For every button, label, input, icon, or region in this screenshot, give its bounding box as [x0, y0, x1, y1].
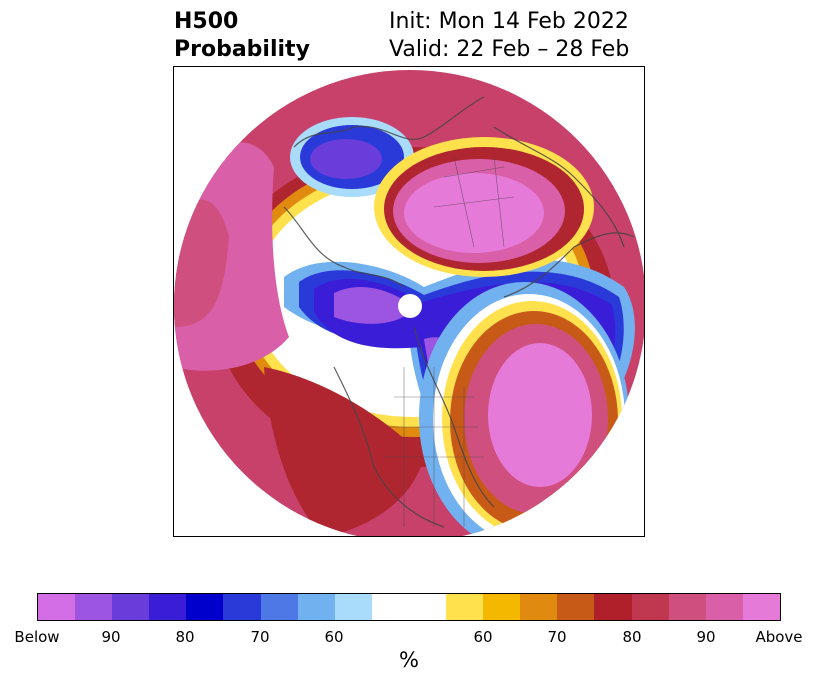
product-label: Probability — [174, 37, 310, 62]
colorbar-unit-label: % — [399, 648, 419, 672]
colorbar-swatch — [483, 594, 521, 620]
colorbar-tick-label: 80 — [175, 628, 195, 646]
colorbar-swatch — [631, 594, 669, 620]
colorbar-swatch — [742, 594, 780, 620]
colorbar-swatch — [334, 594, 372, 620]
colorbar-swatch — [668, 594, 706, 620]
map-panel — [173, 66, 645, 537]
colorbar-swatch — [149, 594, 187, 620]
colorbar-tick-label: Above — [755, 628, 803, 646]
colorbar-swatch — [446, 594, 484, 620]
colorbar — [37, 593, 781, 621]
colorbar-tick-label: 70 — [250, 628, 270, 646]
colorbar-swatch — [594, 594, 632, 620]
colorbar-tick-label: 90 — [696, 628, 716, 646]
colorbar-swatch — [112, 594, 150, 620]
colorbar-swatch — [557, 594, 595, 620]
colorbar-swatch — [186, 594, 224, 620]
chart-title-left: H500 Probability — [174, 8, 310, 64]
colorbar-swatch — [705, 594, 743, 620]
colorbar-swatch — [38, 594, 76, 620]
variable-label: H500 — [174, 9, 239, 34]
colorbar-swatch — [223, 594, 261, 620]
colorbar-tick-label: Below — [14, 628, 60, 646]
probability-map — [174, 70, 644, 536]
init-label: Init: Mon 14 Feb 2022 — [389, 9, 629, 34]
colorbar-swatch — [260, 594, 298, 620]
colorbar-swatch — [520, 594, 558, 620]
colorbar-swatch-neutral — [371, 594, 447, 620]
colorbar-tick-label: 70 — [547, 628, 567, 646]
colorbar-swatch — [297, 594, 335, 620]
chart-title-right: Init: Mon 14 Feb 2022 Valid: 22 Feb – 28… — [389, 8, 629, 64]
colorbar-swatch — [75, 594, 113, 620]
colorbar-tick-label: 90 — [101, 628, 121, 646]
colorbar-tick-label: 60 — [324, 628, 344, 646]
colorbar-tick-label: 80 — [622, 628, 642, 646]
valid-label: Valid: 22 Feb – 28 Feb — [389, 37, 630, 62]
colorbar-tick-label: 60 — [473, 628, 493, 646]
